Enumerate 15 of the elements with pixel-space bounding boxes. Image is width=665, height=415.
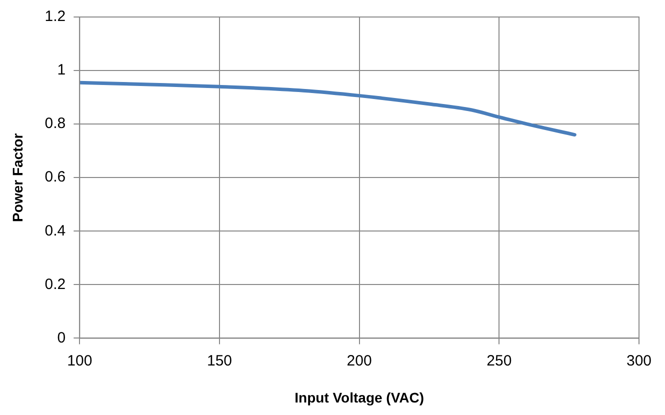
y-tick-label: 0.4 bbox=[44, 222, 66, 240]
y-tick-label: 0.8 bbox=[44, 115, 66, 132]
x-tick-label: 100 bbox=[67, 352, 92, 370]
x-tick-label: 250 bbox=[486, 352, 512, 370]
x-tick-label: 200 bbox=[346, 352, 372, 370]
x-tick-label: 150 bbox=[206, 352, 232, 370]
y-tick-label: 1.2 bbox=[44, 8, 66, 26]
y-axis-title: Power Factor bbox=[9, 132, 26, 222]
x-tick-label: 300 bbox=[626, 352, 652, 370]
y-tick-label: 0.2 bbox=[44, 276, 66, 293]
y-tick-label: 0.6 bbox=[44, 168, 66, 186]
line-series bbox=[80, 80, 576, 137]
y-tick-label: 0 bbox=[57, 329, 66, 346]
y-tick-label: 1 bbox=[57, 62, 66, 79]
x-axis-title: Input Voltage (VAC) bbox=[294, 389, 424, 406]
